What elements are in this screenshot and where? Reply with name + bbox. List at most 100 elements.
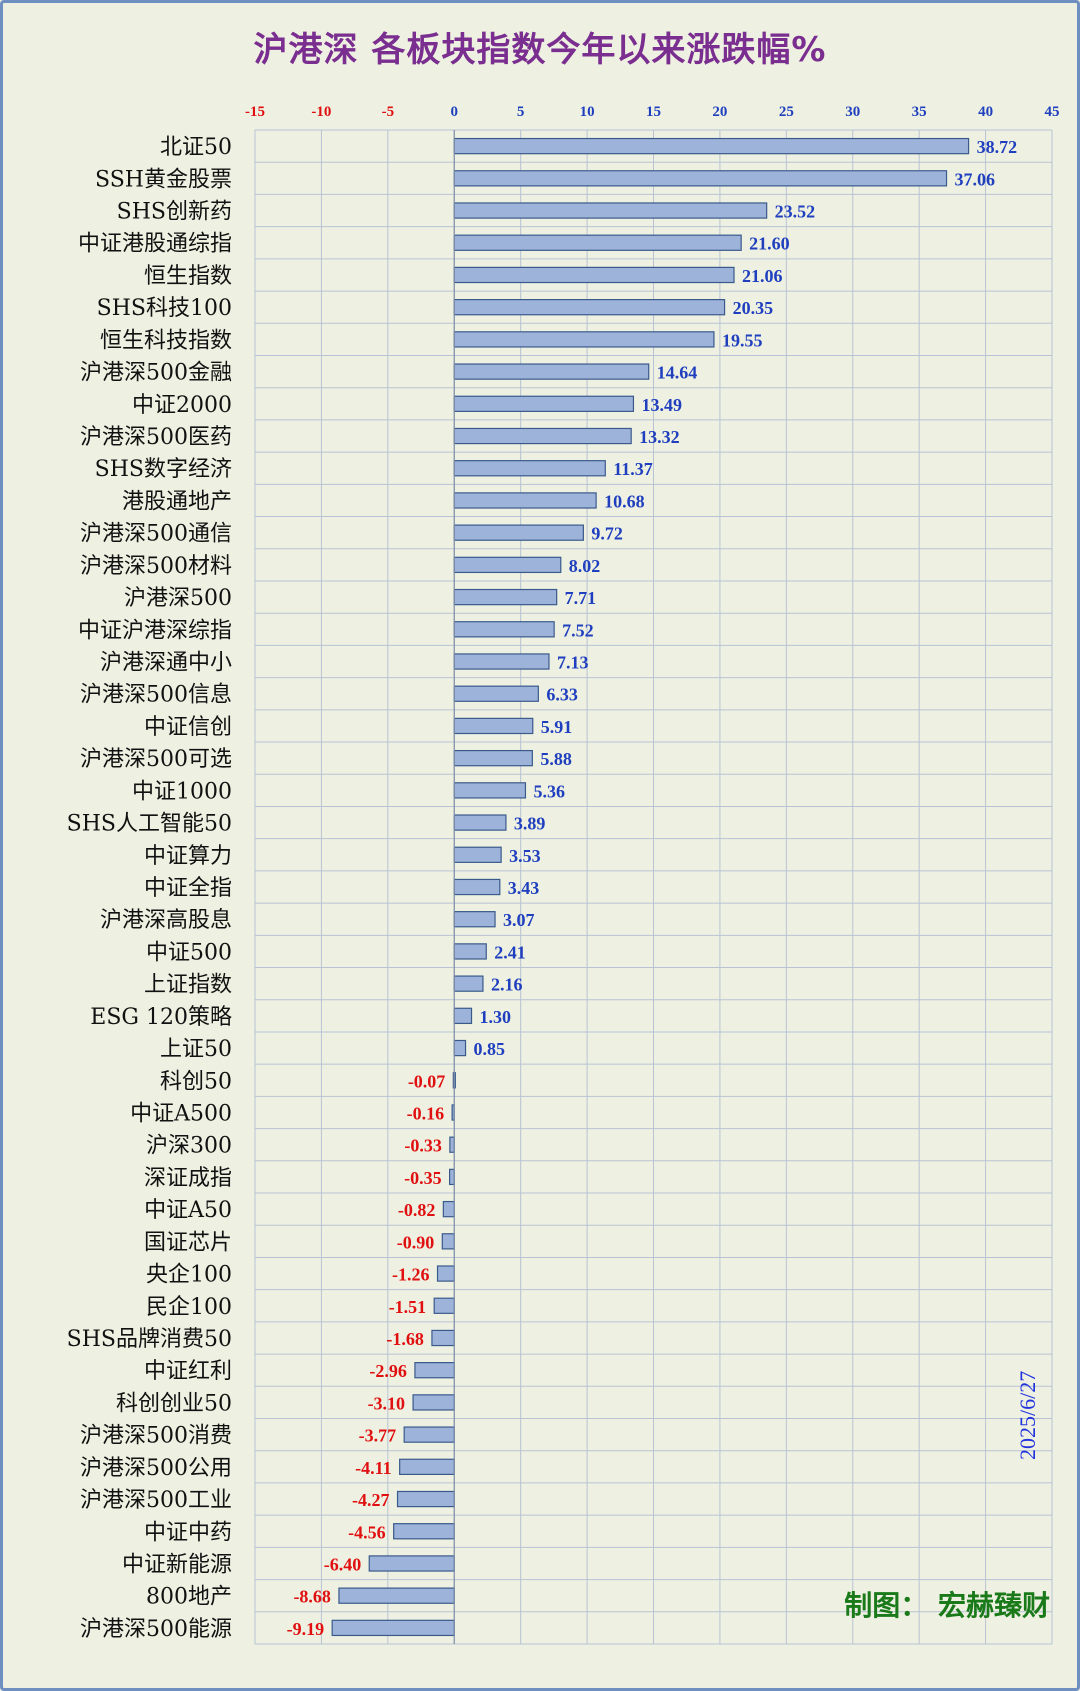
value-label: -0.33 [404,1136,442,1156]
category-label: 沪港深500材料 [80,554,232,579]
value-label: -4.27 [352,1490,390,1510]
bar [412,1394,455,1411]
value-label: -8.68 [293,1587,331,1607]
value-label: 21.60 [749,234,790,254]
bar [453,202,768,219]
bar [393,1523,455,1540]
value-label: -0.16 [407,1103,445,1123]
value-label: -1.26 [392,1265,430,1285]
category-label: 沪港深高股息 [100,908,232,933]
category-label: 沪港深500金融 [80,361,232,386]
value-label: 5.91 [541,717,573,737]
category-label: 沪港深500公用 [80,1456,232,1481]
x-tick-label: -10 [311,104,331,120]
category-label: 中证2000 [132,393,232,418]
bar [442,1200,455,1218]
x-tick-label: 10 [580,104,595,120]
value-label: 3.89 [514,814,546,834]
bar [453,137,970,155]
category-label: 恒生科技指数 [100,328,232,353]
value-label: -9.19 [287,1619,325,1639]
value-label: -4.11 [355,1458,392,1478]
bar [453,975,484,992]
value-label: 14.64 [657,363,698,383]
bar [453,331,715,348]
category-label: 沪港深500 [124,586,232,611]
value-label: 7.13 [557,653,589,673]
category-label: 沪港深500信息 [80,683,232,708]
bar [414,1362,455,1379]
value-label: 11.37 [613,459,653,479]
x-tick-label: 20 [712,104,727,120]
value-label: 19.55 [722,330,763,350]
category-label: 800地产 [146,1585,232,1610]
bar [453,234,742,251]
category-label: 中证算力 [144,844,232,869]
bar [453,846,502,863]
bar [449,1136,455,1153]
bar [436,1265,455,1282]
category-label: 中证A50 [144,1198,232,1223]
x-tick-label: 25 [779,104,794,120]
x-tick-label: 15 [646,104,661,120]
bar [453,621,555,638]
category-label: 北证50 [160,135,232,160]
value-label: 0.85 [474,1039,506,1059]
value-label: -2.96 [369,1361,407,1381]
x-tick-label: 35 [912,104,927,120]
bar [453,717,534,735]
category-label: 中证新能源 [122,1552,232,1577]
chart-title: 沪港深 各板块指数今年以来涨跌幅% [253,30,827,70]
bar [396,1490,455,1508]
category-label: 中证500 [146,940,232,965]
bar [453,911,496,928]
bar [453,556,562,574]
value-label: 1.30 [480,1007,512,1027]
value-label: 9.72 [591,524,623,544]
category-label: 中证红利 [144,1359,232,1384]
category-label: 科创50 [160,1069,232,1094]
bar [453,1039,467,1057]
category-label: SHS数字经济 [95,457,232,482]
bar [453,492,597,509]
category-label: 中证港股通综指 [78,232,232,257]
value-label: -4.56 [348,1522,386,1542]
category-label: 沪港深通中小 [100,651,232,676]
category-label: 沪港深500通信 [80,522,232,547]
category-label: SHS品牌消费50 [67,1327,232,1352]
bar [399,1458,455,1475]
value-label: 20.35 [733,298,774,318]
bar [453,170,948,187]
category-label: 沪港深500消费 [80,1424,232,1449]
value-label: 7.52 [562,620,594,640]
bar [449,1168,455,1186]
category-label: 央企100 [146,1263,232,1288]
bar [338,1587,455,1604]
value-label: 21.06 [742,266,783,286]
bar [453,427,632,445]
category-label: 沪港深500可选 [80,747,232,772]
x-tick-label: 45 [1045,104,1060,120]
category-label: 中证A500 [130,1101,232,1126]
category-label: 科创创业50 [116,1391,232,1416]
category-label: SHS创新药 [117,200,232,225]
bar [368,1555,455,1572]
bar [453,299,726,316]
x-tick-label: 0 [451,104,459,120]
bar [453,943,487,960]
category-label: 恒生指数 [144,264,232,289]
category-label: 沪港深500能源 [80,1617,232,1642]
value-label: 8.02 [569,556,601,576]
value-label: 5.88 [540,749,572,769]
bar [453,814,507,831]
value-label: 38.72 [977,137,1018,157]
value-label: -1.68 [386,1329,424,1349]
bar [453,363,650,380]
value-label: -0.90 [397,1232,435,1252]
value-label: 10.68 [604,491,645,511]
value-label: 13.49 [641,395,682,415]
bar [453,749,533,767]
value-label: 3.43 [508,878,540,898]
category-label: 上证指数 [144,973,232,998]
category-label: 中证信创 [144,715,232,740]
